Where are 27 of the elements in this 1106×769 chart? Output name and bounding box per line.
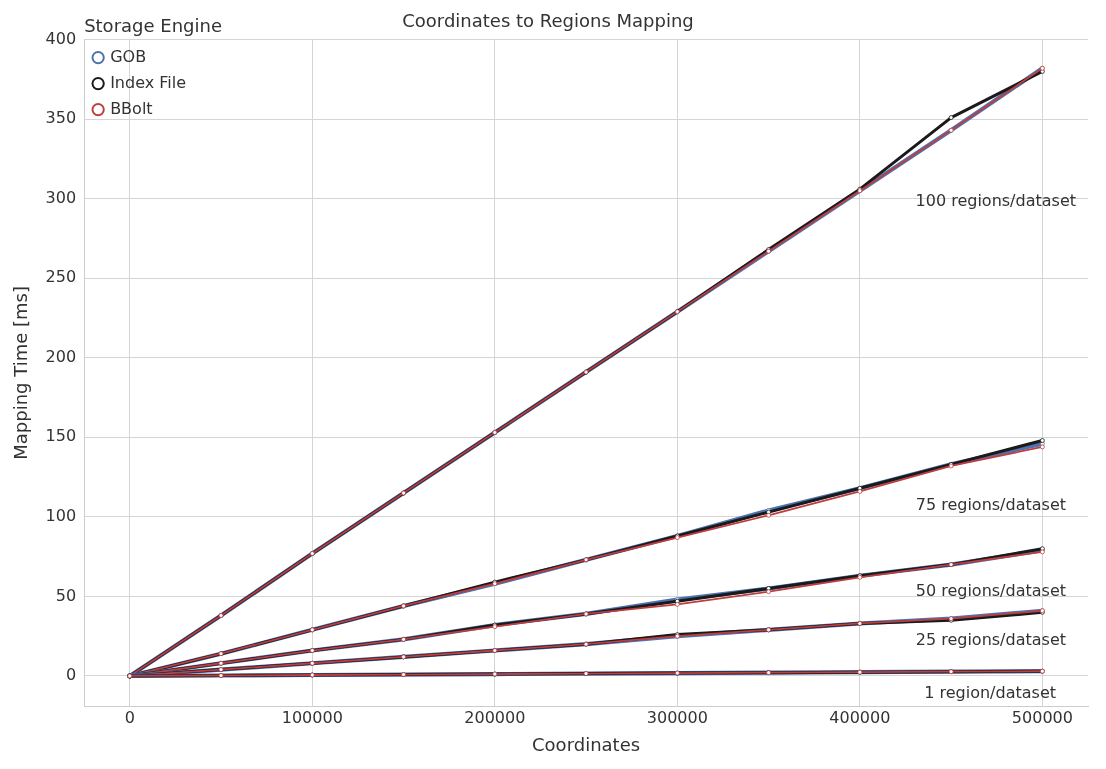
legend-title: Storage Engine: [84, 14, 222, 36]
x-tick-label: 300000: [646, 707, 708, 727]
annotation: 100 regions/dataset: [915, 191, 1076, 211]
legend-label: BBolt: [110, 98, 153, 118]
y-tick-label: 300: [45, 187, 77, 207]
y-tick-label: 50: [55, 585, 77, 605]
y-tick-label: 100: [45, 506, 77, 526]
y-axis-title: Mapping Time [ms]: [10, 286, 32, 460]
annotation: 1 region/dataset: [924, 683, 1056, 703]
chart-title: Coordinates to Regions Mapping: [402, 10, 694, 32]
y-tick-label: 350: [45, 108, 77, 128]
legend-label: GOB: [110, 46, 147, 66]
x-tick-label: 0: [124, 707, 135, 727]
y-tick-label: 150: [45, 426, 77, 446]
legend-label: Index File: [110, 72, 187, 92]
x-tick-label: 400000: [829, 707, 891, 727]
y-tick-label: 200: [45, 346, 77, 366]
x-axis-title: Coordinates: [532, 733, 641, 755]
y-tick-label: 0: [65, 665, 77, 685]
y-tick-label: 250: [45, 267, 77, 287]
x-tick-label: 500000: [1011, 707, 1073, 727]
annotation: 50 regions/dataset: [915, 580, 1066, 600]
annotation: 75 regions/dataset: [915, 494, 1066, 514]
x-tick-label: 100000: [281, 707, 343, 727]
x-tick-label: 200000: [464, 707, 526, 727]
y-tick-label: 400: [45, 28, 77, 48]
annotation: 25 regions/dataset: [915, 630, 1066, 650]
